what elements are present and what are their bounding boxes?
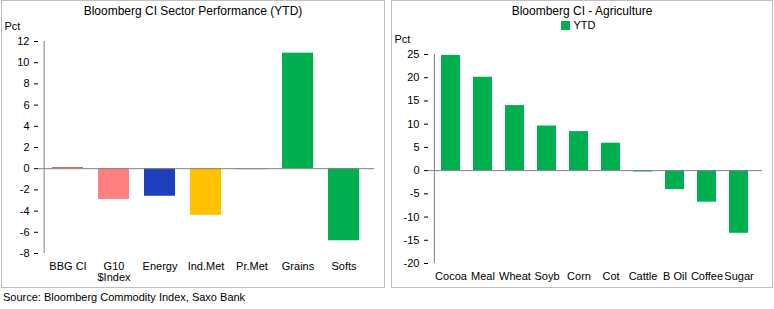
svg-text:-20: -20 bbox=[404, 257, 420, 269]
svg-text:12: 12 bbox=[17, 35, 29, 47]
svg-text:25: 25 bbox=[407, 48, 419, 60]
svg-text:Corn: Corn bbox=[567, 270, 591, 282]
svg-text:BBG CI: BBG CI bbox=[49, 260, 86, 272]
svg-text:Softs: Softs bbox=[331, 260, 357, 272]
svg-text:Soyb: Soyb bbox=[534, 270, 559, 282]
svg-text:Coffee: Coffee bbox=[691, 270, 723, 282]
svg-text:B Oil: B Oil bbox=[663, 270, 687, 282]
svg-text:6: 6 bbox=[23, 99, 29, 111]
svg-text:Cocoa: Cocoa bbox=[435, 270, 468, 282]
svg-text:2: 2 bbox=[23, 141, 29, 153]
svg-text:Pr.Met: Pr.Met bbox=[236, 260, 268, 272]
svg-text:-5: -5 bbox=[410, 187, 420, 199]
svg-text:-15: -15 bbox=[404, 234, 420, 246]
svg-text:10: 10 bbox=[407, 118, 419, 130]
svg-text:15: 15 bbox=[407, 94, 419, 106]
html-text:Source: Bloomberg Commodity In: Source: Bloomberg Commodity Index, Saxo … bbox=[3, 291, 246, 303]
html-text:YTD: YTD bbox=[573, 19, 596, 31]
svg-text:-6: -6 bbox=[20, 226, 30, 238]
svg-text:-8: -8 bbox=[20, 247, 30, 259]
svg-text:Wheat: Wheat bbox=[499, 270, 531, 282]
html-text:Bloomberg CI - Agriculture: Bloomberg CI - Agriculture bbox=[511, 4, 653, 18]
svg-text:Ind.Met: Ind.Met bbox=[188, 260, 225, 272]
svg-text:-2: -2 bbox=[20, 183, 30, 195]
svg-text:Pct: Pct bbox=[5, 20, 21, 32]
svg-text:Energy: Energy bbox=[143, 260, 178, 272]
svg-text:Meal: Meal bbox=[471, 270, 495, 282]
svg-text:8: 8 bbox=[23, 77, 29, 89]
svg-text:Cattle: Cattle bbox=[629, 270, 658, 282]
svg-text:-4: -4 bbox=[20, 205, 30, 217]
svg-text:0: 0 bbox=[413, 164, 419, 176]
svg-text:Sugar: Sugar bbox=[724, 270, 754, 282]
svg-text:5: 5 bbox=[413, 141, 419, 153]
svg-text:4: 4 bbox=[23, 120, 29, 132]
svg-text:-10: -10 bbox=[404, 211, 420, 223]
svg-text:Grains: Grains bbox=[282, 260, 315, 272]
svg-text:Pct: Pct bbox=[395, 33, 411, 45]
svg-text:0: 0 bbox=[23, 162, 29, 174]
svg-text:Cot: Cot bbox=[602, 270, 619, 282]
svg-text:20: 20 bbox=[407, 71, 419, 83]
html-text:Bloomberg CI Sector Performanc: Bloomberg CI Sector Performance (YTD) bbox=[83, 4, 303, 18]
svg-text:10: 10 bbox=[17, 56, 29, 68]
svg-text:G10$Index: G10$Index bbox=[97, 260, 131, 283]
